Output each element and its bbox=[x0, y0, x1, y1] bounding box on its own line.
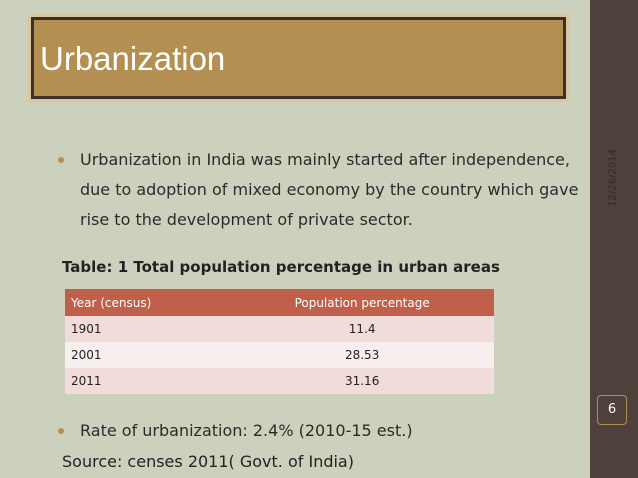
table-cell: 28.53 bbox=[230, 342, 494, 368]
table-caption: Table: 1 Total population percentage in … bbox=[62, 258, 500, 276]
date: 12/26/2014 bbox=[607, 149, 619, 207]
header-row: Year (census) Population percentage bbox=[65, 289, 494, 316]
table-cell: 1901 bbox=[65, 316, 231, 342]
bullet: Rate of urbanization: 2.4% (2010-15 est.… bbox=[56, 416, 413, 446]
header-cell: Population percentage bbox=[230, 289, 494, 316]
title: Urbanization bbox=[40, 40, 226, 77]
source: Source: censes 2011( Govt. of India) bbox=[62, 452, 354, 471]
table-row: 1901 11.4 bbox=[65, 316, 494, 342]
table-cell: 2011 bbox=[65, 368, 231, 394]
bullet-list: Rate of urbanization: 2.4% (2010-15 est.… bbox=[56, 416, 413, 446]
table-row: 2011 31.16 bbox=[65, 368, 494, 394]
header-cell: Year (census) bbox=[65, 289, 231, 316]
bullet: Urbanization in India was mainly started… bbox=[56, 145, 588, 235]
table-cell: 2001 bbox=[65, 342, 231, 368]
title-box: Urbanization bbox=[31, 17, 566, 99]
table-row: 2001 28.53 bbox=[65, 342, 494, 368]
table-cell: 11.4 bbox=[230, 316, 494, 342]
table: Year (census) Population percentage 1901 11… bbox=[65, 289, 494, 394]
table-cell: 31.16 bbox=[230, 368, 494, 394]
page-number: 6 bbox=[597, 395, 627, 425]
bullet-list: Urbanization in India was mainly started… bbox=[56, 145, 588, 235]
